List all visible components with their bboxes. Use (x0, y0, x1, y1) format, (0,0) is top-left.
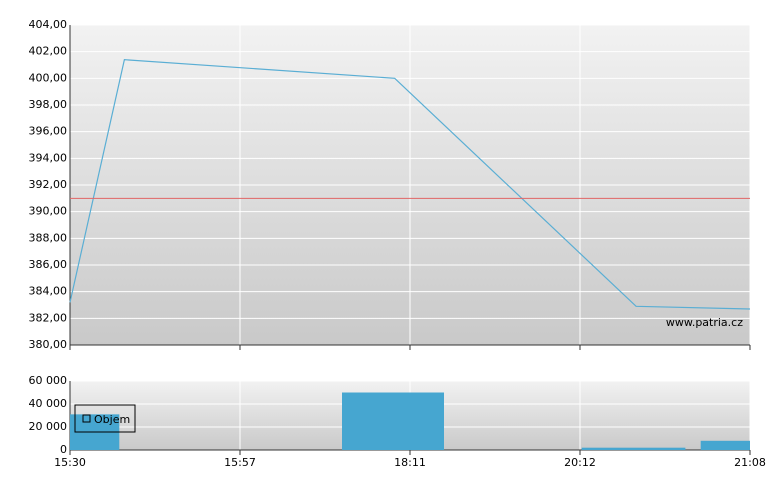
x-tick-label: 15:57 (224, 456, 256, 469)
watermark: www.patria.cz (666, 316, 743, 329)
y-tick-label: 396,00 (29, 125, 68, 138)
y-tick-label: 40 000 (29, 397, 68, 410)
legend-swatch (82, 414, 91, 423)
legend-label: Objem (94, 413, 130, 426)
y-tick-label: 404,00 (29, 18, 68, 31)
legend-box (74, 404, 136, 433)
y-tick-label: 20 000 (29, 420, 68, 433)
y-tick-label: 0 (60, 443, 67, 456)
price-line (69, 59, 751, 310)
y-tick-label: 384,00 (29, 285, 68, 298)
y-tick-label: 382,00 (29, 311, 68, 324)
y-tick-label: 388,00 (29, 231, 68, 244)
y-tick-label: 394,00 (29, 151, 68, 164)
y-tick-label: 398,00 (29, 98, 68, 111)
bar (581, 447, 686, 450)
x-tick-label: 15:30 (54, 456, 86, 469)
x-tick-label: 21:08 (734, 456, 766, 469)
y-tick-label: 400,00 (29, 71, 68, 84)
bar (700, 440, 750, 450)
y-tick-label: 60 000 (29, 374, 68, 387)
x-tick-label: 18:11 (394, 456, 426, 469)
y-tick-label: 392,00 (29, 178, 68, 191)
y-tick-label: 380,00 (29, 338, 68, 351)
y-tick-label: 386,00 (29, 258, 68, 271)
x-tick-label: 20:12 (564, 456, 596, 469)
bar (342, 392, 444, 450)
y-tick-label: 390,00 (29, 205, 68, 218)
y-tick-label: 402,00 (29, 45, 68, 58)
